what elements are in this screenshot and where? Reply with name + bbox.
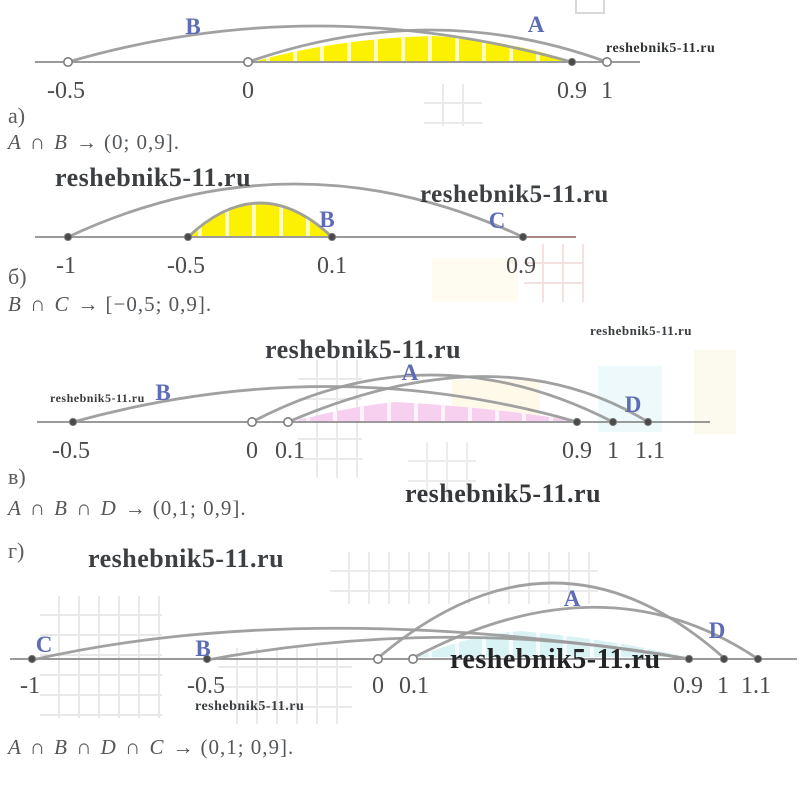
interval-arc-B-g: [205, 635, 691, 662]
open-endpoint: [243, 56, 254, 67]
section-a: -0.5 0 0.9 1 B A: [35, 12, 640, 104]
closed-endpoint: [202, 654, 212, 664]
interval-arc-A-a: [246, 28, 609, 64]
tick-label: 0.1: [399, 673, 429, 699]
grid-artifact: [330, 552, 598, 604]
interval-arc-D-v: [286, 375, 650, 424]
tint-artifact: [432, 258, 518, 302]
tick-label: 0.9: [506, 253, 536, 279]
closed-endpoint: [608, 417, 618, 427]
grid-artifact: [424, 84, 482, 126]
tick-label: 1: [717, 673, 729, 699]
interval-arc-C-b: [66, 182, 525, 239]
intersection-fill-v: [296, 402, 575, 421]
tick-label: 0.1: [317, 253, 347, 279]
tick-label: 0.9: [562, 438, 592, 464]
interval-letter-A: A: [564, 586, 581, 611]
grid-artifact: [40, 596, 162, 718]
open-endpoint: [62, 56, 73, 67]
interval-letter-D: D: [709, 618, 726, 643]
closed-endpoint: [518, 232, 528, 242]
tint-artifact: [694, 350, 736, 434]
tick-label: 1.1: [635, 438, 665, 464]
closed-endpoint: [68, 417, 78, 427]
open-endpoint: [282, 416, 293, 427]
closed-endpoint: [27, 654, 37, 664]
closed-endpoint: [753, 654, 763, 664]
interval-arc-B-a: [66, 24, 574, 64]
interval-letter-D: D: [625, 392, 642, 417]
tick-label: 1: [607, 438, 619, 464]
open-endpoint: [601, 56, 612, 67]
interval-letter-A: A: [528, 12, 545, 37]
interval-letter-C: C: [489, 208, 506, 233]
grid-artifact: [218, 648, 352, 724]
closed-endpoint: [719, 654, 729, 664]
interval-arc-D-g: [411, 605, 760, 661]
section-g: -1 -0.5 0 0.1 0.9 1 1.1 C B A D: [10, 581, 797, 699]
interval-letter-C: C: [36, 632, 53, 657]
interval-letter-B: B: [155, 380, 170, 405]
tick-label: 0.9: [557, 78, 587, 104]
closed-endpoint: [684, 654, 694, 664]
tick-label: -0.5: [52, 438, 90, 464]
interval-letter-B: B: [195, 636, 210, 661]
closed-endpoint: [327, 232, 337, 242]
interval-letter-B: B: [319, 207, 334, 232]
closed-endpoint: [63, 232, 73, 242]
interval-letter-B: B: [185, 14, 200, 39]
open-endpoint: [407, 653, 418, 664]
closed-endpoint: [643, 417, 653, 427]
interval-arc-B-b: [186, 201, 334, 239]
tick-label: 0: [372, 673, 384, 699]
interval-arc-B-v: [71, 385, 579, 424]
open-endpoint: [247, 416, 258, 427]
tick-label: 0: [242, 78, 254, 104]
grid-artifact: [524, 244, 584, 302]
closed-endpoint: [572, 417, 582, 427]
interval-arc-A-g: [376, 581, 726, 660]
tick-label: -0.5: [167, 253, 205, 279]
tick-label: -1: [56, 253, 76, 279]
tick-label: 1.1: [741, 673, 771, 699]
section-b: -1 -0.5 0.1 0.9 B C: [35, 182, 576, 279]
tick-label: 1: [601, 78, 613, 104]
closed-endpoint: [567, 57, 577, 67]
frame-artifact: [575, 0, 605, 14]
interval-letter-A: A: [402, 360, 419, 385]
tick-label: 0: [246, 438, 258, 464]
section-v: -0.5 0 0.1 0.9 1 1.1 B A D: [37, 360, 710, 464]
grid-artifact: [408, 442, 476, 498]
tick-label: -0.5: [187, 673, 225, 699]
tick-label: -0.5: [47, 78, 85, 104]
tick-label: 0.1: [275, 438, 305, 464]
interval-arc-A-v: [250, 373, 615, 424]
tick-label: 0.9: [673, 673, 703, 699]
closed-endpoint: [183, 232, 193, 242]
tick-label: -1: [20, 673, 40, 699]
open-endpoint: [372, 653, 383, 664]
